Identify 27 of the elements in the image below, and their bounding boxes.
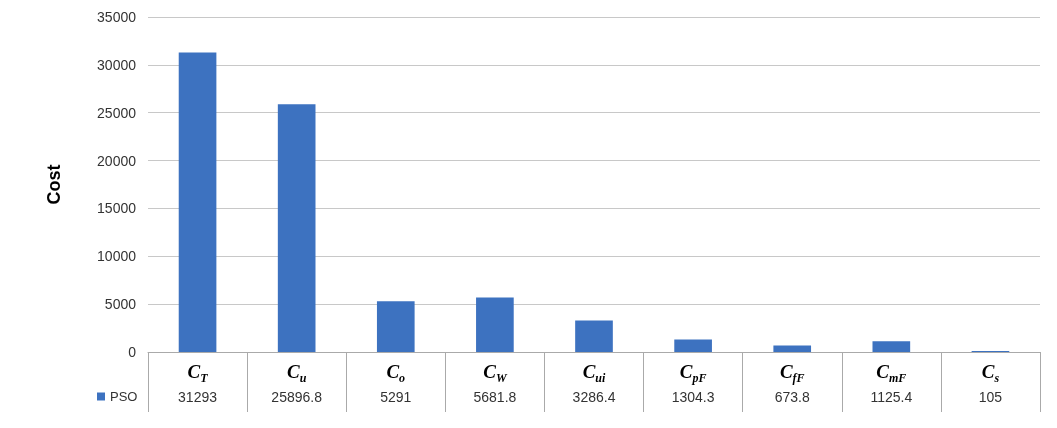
y-tick-label: 5000 xyxy=(104,296,137,313)
bar xyxy=(872,341,911,352)
y-axis-title: Cost xyxy=(44,164,64,205)
data-label: 1304.3 xyxy=(671,389,715,405)
data-label: 5681.8 xyxy=(473,389,517,405)
bar xyxy=(476,297,514,352)
data-label: 31293 xyxy=(178,389,218,405)
data-label: 25896.8 xyxy=(271,389,323,405)
y-tick-label: 15000 xyxy=(97,200,137,217)
data-label: 3286.4 xyxy=(572,389,616,405)
y-tick-label: 35000 xyxy=(97,9,137,25)
bar xyxy=(575,320,613,352)
y-tick-label: 30000 xyxy=(97,56,137,73)
data-label: 1125.4 xyxy=(870,389,913,405)
y-tick-label: 20000 xyxy=(97,152,137,169)
y-tick-label: 25000 xyxy=(97,104,137,121)
y-tick-label: 10000 xyxy=(97,248,137,265)
bar xyxy=(376,301,415,352)
data-label: 673.8 xyxy=(774,389,810,405)
data-label: 105 xyxy=(978,389,1003,405)
y-tick-label: 0 xyxy=(128,344,137,360)
bar xyxy=(674,339,712,352)
legend-label: PSO xyxy=(110,389,138,404)
bar xyxy=(277,104,316,352)
data-label: 5291 xyxy=(380,389,412,405)
bar xyxy=(773,345,812,352)
bar xyxy=(178,52,217,352)
